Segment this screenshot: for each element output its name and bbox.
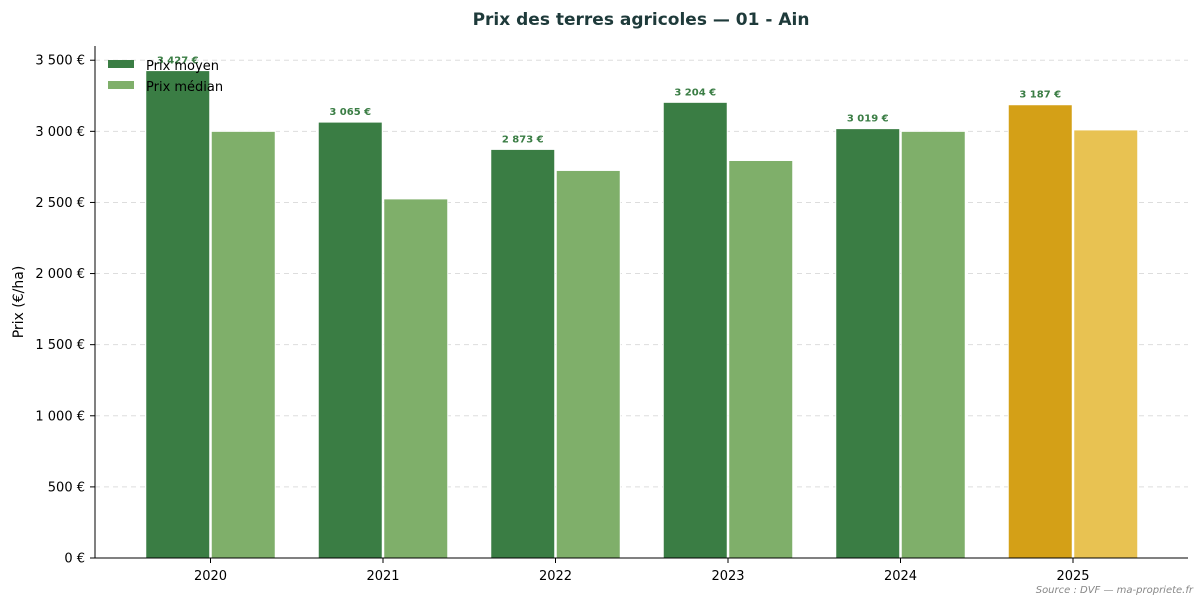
bar-prix-median-2020: [210, 130, 276, 559]
chart-title: Prix des terres agricoles — 01 - Ain: [473, 10, 810, 30]
y-tick-label: 0 €: [64, 552, 85, 567]
y-tick-label: 3 500 €: [35, 54, 85, 69]
bar-prix-moyen-2020: [145, 70, 211, 559]
x-tick-label-2023: 2023: [711, 569, 744, 584]
data-label-prix-moyen-2020: 3 427 €: [157, 56, 199, 67]
legend-swatch-prix-moyen: [108, 60, 134, 68]
legend: Prix moyen Prix médian: [108, 59, 223, 95]
data-labels: 3 427 € 3 065 € 2 873 € 3 204 € 3 019 € 3 187…: [157, 56, 1061, 146]
y-tick-label: 3 000 €: [35, 125, 85, 140]
bar-prix-median-2025: [1073, 129, 1139, 559]
legend-label-prix-median: Prix médian: [146, 80, 223, 95]
data-label-prix-moyen-2022: 2 873 €: [502, 134, 544, 145]
x-ticks: 2020 2021 2022 2023 2024 2025: [194, 558, 1090, 584]
bar-prix-median-2021: [383, 198, 449, 559]
bar-prix-median-2024: [900, 130, 966, 559]
bar-prix-moyen-2021: [317, 121, 383, 559]
y-tick-label: 1 500 €: [35, 338, 85, 353]
x-tick-label-2025: 2025: [1056, 569, 1089, 584]
source-note: Source : DVF — ma-propriete.fr: [1036, 585, 1194, 596]
y-tick-label: 500 €: [48, 480, 85, 495]
data-label-prix-moyen-2024: 3 019 €: [847, 114, 889, 125]
y-ticks: 0 € 500 € 1 000 € 1 500 € 2 000 € 2 500 € 3 00…: [35, 54, 95, 567]
x-tick-label-2021: 2021: [366, 569, 399, 584]
legend-swatch-prix-median: [108, 81, 134, 89]
x-tick-label-2024: 2024: [884, 569, 917, 584]
y-axis-label: Prix (€/ha): [11, 266, 27, 339]
bars: [145, 70, 1139, 559]
y-tick-label: 2 500 €: [35, 196, 85, 211]
bar-prix-moyen-2022: [490, 148, 556, 559]
legend-label-prix-moyen: Prix moyen: [146, 59, 219, 74]
grid-lines: [95, 59, 1188, 488]
x-tick-label-2022: 2022: [539, 569, 572, 584]
y-tick-label: 1 000 €: [35, 409, 85, 424]
bar-prix-median-2023: [728, 159, 794, 559]
bar-prix-moyen-2023: [662, 101, 728, 559]
data-label-prix-moyen-2025: 3 187 €: [1019, 90, 1061, 101]
bar-prix-moyen-2025: [1007, 104, 1073, 559]
bar-prix-median-2022: [555, 169, 621, 559]
x-tick-label-2020: 2020: [194, 569, 227, 584]
bar-prix-moyen-2024: [835, 128, 901, 559]
data-label-prix-moyen-2023: 3 204 €: [674, 87, 716, 98]
data-label-prix-moyen-2021: 3 065 €: [329, 107, 371, 118]
y-tick-label: 2 000 €: [35, 267, 85, 282]
